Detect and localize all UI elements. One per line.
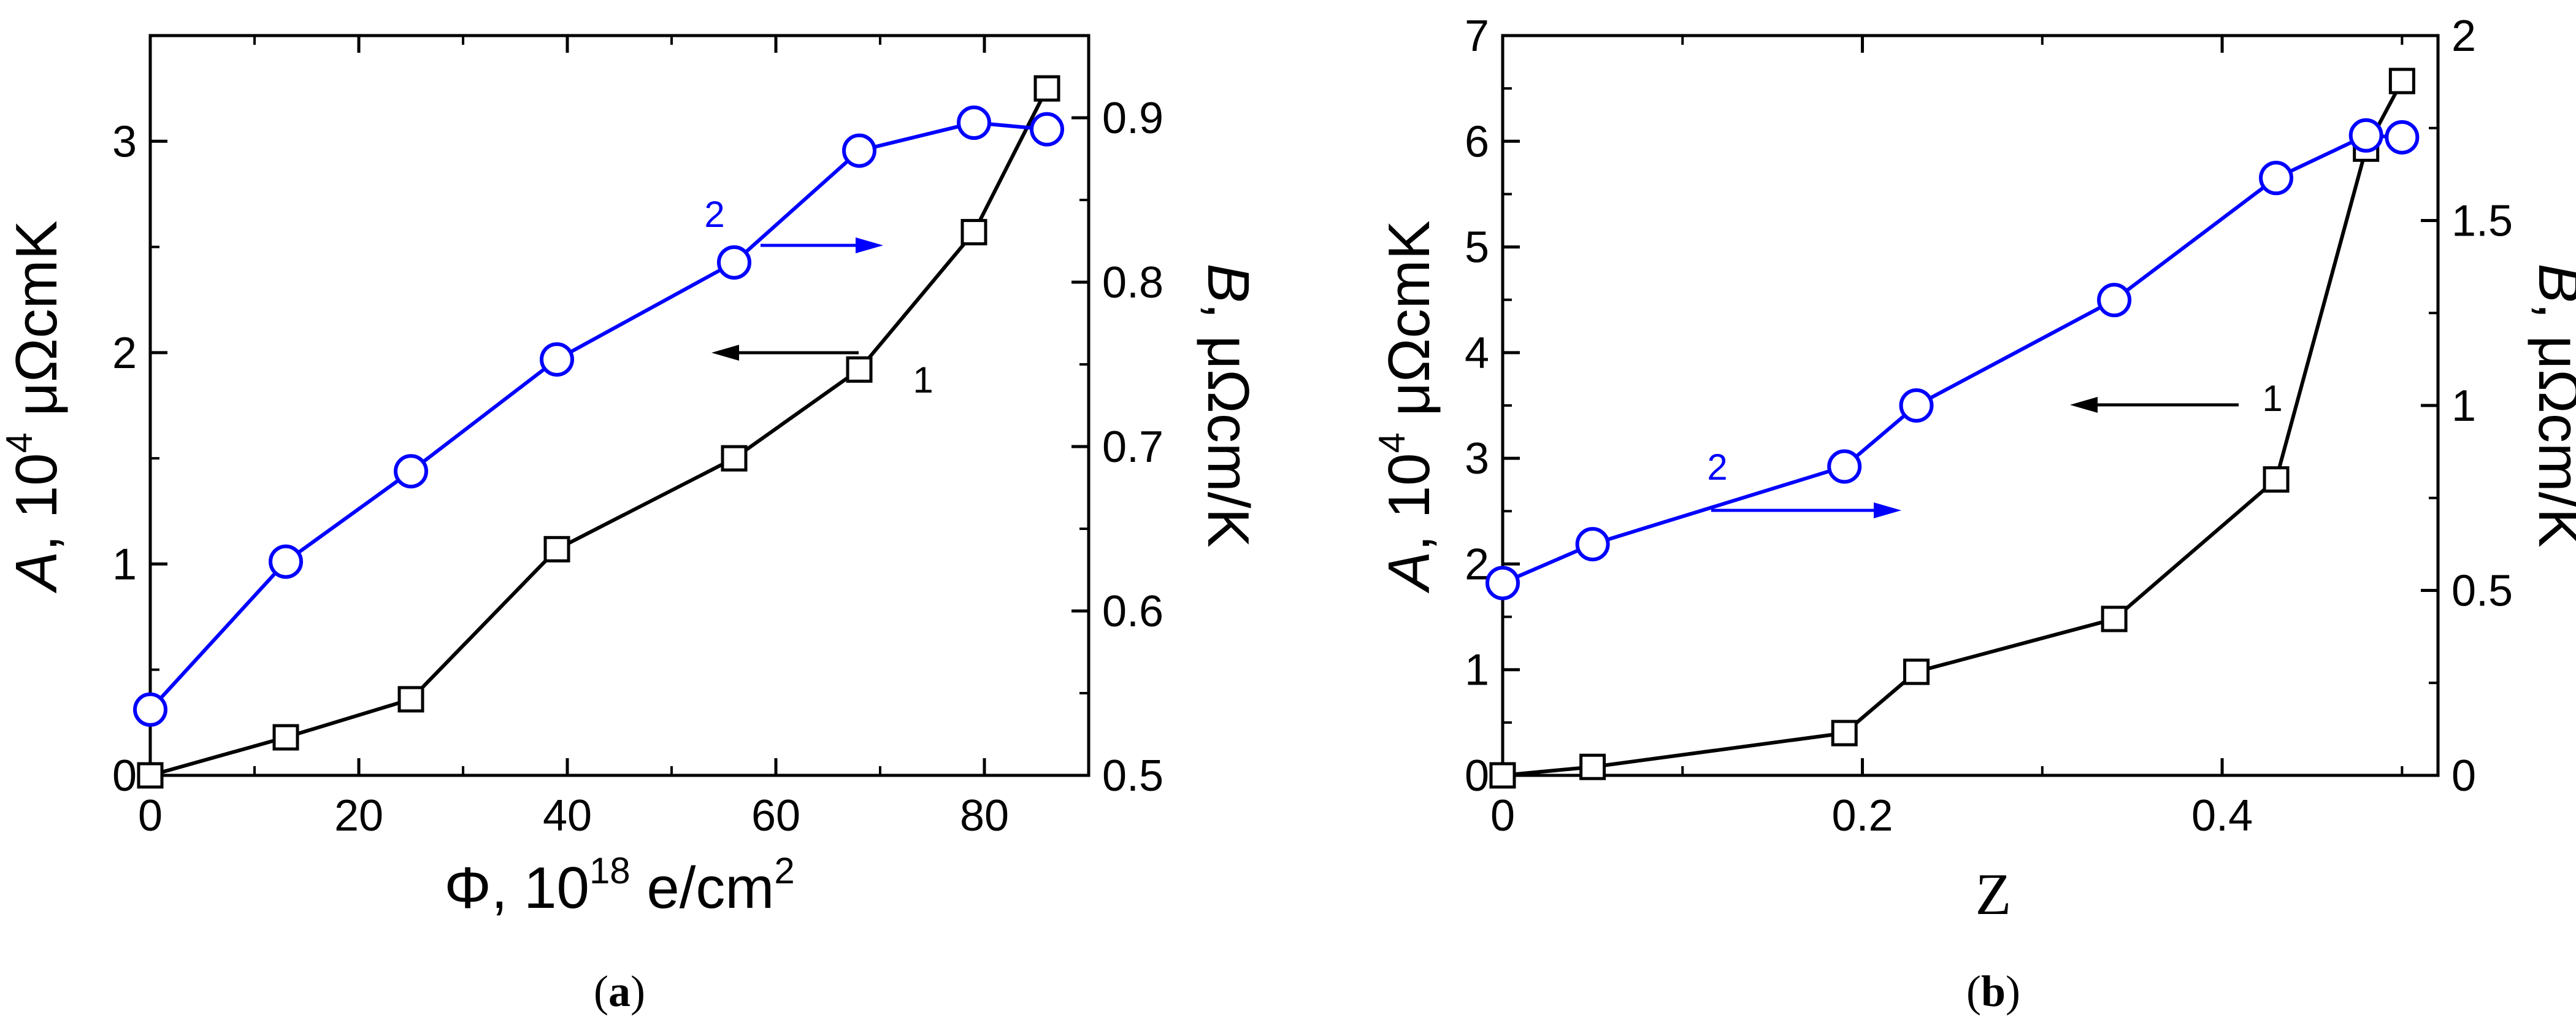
series-2-point — [2097, 283, 2132, 318]
annotation-label-2: 2 — [704, 194, 724, 235]
annotation-arrowhead-1 — [2070, 397, 2098, 413]
y-right-ticks: 0 0.5 1 1.5 2 — [2421, 12, 2513, 801]
y-right-tick-label: 0.8 — [1102, 258, 1163, 307]
series-2-line — [1501, 133, 2402, 585]
series-2-point — [1899, 388, 1934, 423]
y-left-tick-label: 6 — [1465, 117, 1489, 166]
series-2-point — [540, 342, 574, 377]
x-tick-label: 0 — [138, 791, 163, 840]
series-1-point — [2263, 466, 2290, 493]
series-1-point — [1033, 75, 1060, 102]
y-right-tick-label: 1.5 — [2451, 197, 2513, 246]
annotation-arrowhead-1 — [711, 345, 739, 361]
series-2-point — [1827, 449, 1862, 484]
series-2-point — [133, 692, 167, 727]
series-2-point — [1030, 112, 1064, 147]
y-left-axis-label: A, 104 μΩcmK — [1371, 220, 1442, 593]
y-right-tick-label: 0.6 — [1102, 587, 1163, 636]
y-left-tick-label: 3 — [1465, 434, 1489, 483]
series-2-point — [2259, 161, 2294, 196]
series-1-point — [397, 686, 424, 713]
series-1-point — [960, 218, 987, 245]
x-axis-label: Z — [1976, 861, 2012, 927]
x-tick-label: 0.2 — [1831, 791, 1893, 840]
x-tick-label: 60 — [751, 791, 800, 840]
annotation-label-2: 2 — [1707, 447, 1727, 488]
y-left-tick-label: 4 — [1465, 329, 1489, 378]
x-tick-label: 20 — [334, 791, 383, 840]
series-1-point — [137, 762, 164, 789]
y-right-tick-label: 0.7 — [1102, 423, 1163, 472]
series-1-line — [1502, 80, 2404, 777]
series-1-point — [2101, 605, 2128, 632]
series-1-line — [150, 87, 1049, 777]
panel-caption-b: (b) — [1966, 967, 2020, 1016]
x-axis-label: Φ, 1018 e/cm2 — [444, 850, 795, 921]
series-2-point — [842, 133, 876, 168]
y-left-tick-label: 1 — [112, 540, 137, 589]
series-2-point — [2348, 118, 2383, 153]
annotation-label-1: 1 — [2262, 378, 2282, 419]
series-2-point — [717, 245, 751, 280]
y-right-tick-label: 0.9 — [1102, 94, 1163, 143]
series-1-point — [1903, 658, 1930, 685]
y-left-axis-label: A, 104 μΩcmK — [0, 220, 69, 593]
y-left-tick-label: 0 — [112, 751, 137, 801]
y-left-tick-label: 2 — [112, 329, 137, 378]
x-ticks: 0 20 40 60 80 — [138, 36, 1009, 840]
y-left-tick-label: 1 — [1465, 646, 1489, 695]
y-left-ticks: 0 1 2 3 4 5 6 7 — [1465, 12, 1520, 801]
series-1-point — [721, 445, 748, 472]
y-left-ticks: 0 1 2 3 — [112, 117, 167, 801]
x-ticks: 0 0.2 0.4 — [1490, 36, 2404, 840]
series-2-point — [269, 544, 303, 579]
series-1-point — [1489, 762, 1516, 789]
annotation-arrowhead-2 — [856, 237, 883, 253]
y-left-tick-label: 3 — [112, 117, 137, 166]
series-2-point — [394, 454, 428, 489]
y-left-tick-label: 2 — [1465, 540, 1489, 589]
x-tick-label: 80 — [960, 791, 1009, 840]
panel-caption-a: (a) — [594, 967, 645, 1016]
annotation-label-1: 1 — [913, 359, 933, 401]
series-1-point — [543, 536, 570, 563]
x-tick-label: 0 — [1490, 791, 1515, 840]
y-right-tick-label: 2 — [2451, 12, 2476, 61]
y-right-tick-label: 0.5 — [2451, 567, 2513, 616]
x-tick-label: 40 — [543, 791, 592, 840]
y-left-tick-label: 7 — [1465, 12, 1489, 61]
series-group — [133, 75, 1064, 789]
plot-frame — [148, 34, 1091, 777]
y-left-tick-label: 5 — [1465, 223, 1489, 272]
y-left-tick-label: 0 — [1465, 751, 1489, 801]
series-2-point — [1485, 566, 1520, 601]
y-right-axis-label: B, μΩcm/K — [2526, 263, 2576, 547]
y-right-tick-label: 0 — [2451, 751, 2476, 801]
y-right-tick-label: 0.5 — [1102, 751, 1163, 801]
annotations: 12 — [1707, 378, 2283, 518]
series-2-point — [957, 106, 991, 140]
y-right-ticks: 0.5 0.6 0.7 0.8 0.9 — [1071, 94, 1163, 801]
annotation-arrowhead-2 — [1874, 502, 1901, 518]
series-2-line — [148, 121, 1048, 711]
series-1-point — [1831, 720, 1858, 747]
series-1-point — [272, 724, 299, 751]
series-group — [1485, 67, 2420, 789]
y-right-axis-label: B, μΩcm/K — [1195, 263, 1261, 547]
series-1-point — [846, 356, 873, 383]
series-1-point — [1579, 753, 1606, 780]
series-1-point — [2388, 67, 2415, 94]
x-tick-label: 0.4 — [2191, 791, 2253, 840]
y-right-tick-label: 1 — [2451, 382, 2476, 431]
series-2-point — [2385, 120, 2420, 155]
series-2-point — [1575, 527, 1610, 562]
annotations: 12 — [704, 194, 933, 401]
